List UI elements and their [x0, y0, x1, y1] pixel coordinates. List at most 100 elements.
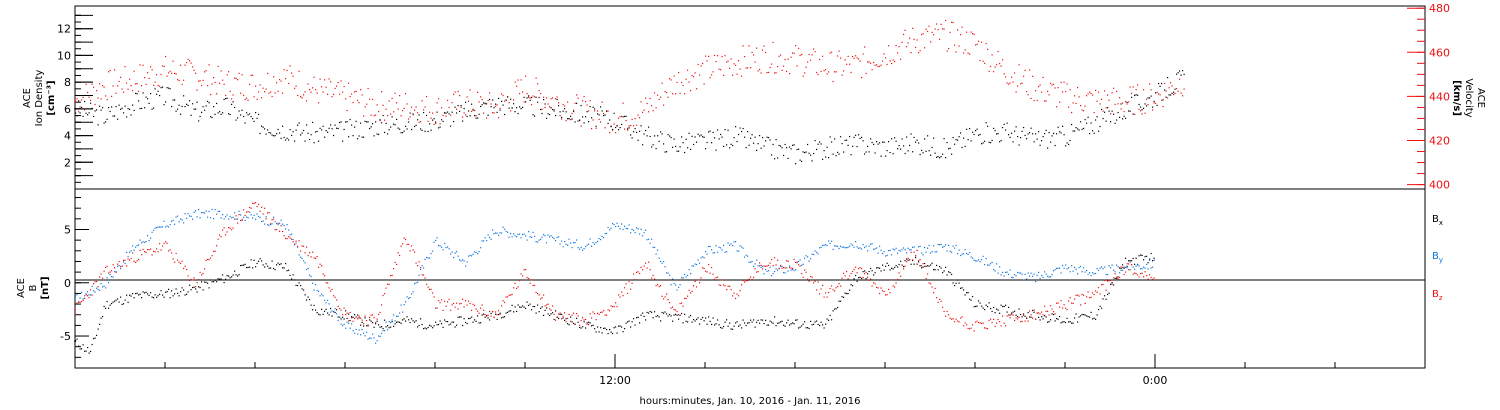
bx-point — [823, 327, 825, 329]
density-point — [105, 121, 107, 123]
bx-point — [537, 304, 539, 306]
bx-point — [441, 323, 443, 325]
bx-point — [691, 321, 693, 323]
bx-point — [496, 318, 498, 321]
bx-point — [247, 266, 249, 269]
bx-point — [1089, 316, 1091, 318]
by-point — [315, 284, 317, 286]
bz-point — [852, 270, 854, 273]
velocity-point — [786, 70, 788, 73]
bx-point — [126, 294, 128, 296]
by-point — [93, 290, 95, 292]
density-point — [487, 114, 489, 116]
by-point — [439, 245, 441, 247]
bz-point — [390, 274, 392, 277]
bx-point — [483, 313, 485, 315]
bz-point — [210, 257, 212, 259]
bx-point — [945, 266, 947, 268]
by-point — [295, 242, 297, 244]
bx-point — [789, 324, 791, 326]
bx-point — [811, 324, 813, 326]
bx-point — [667, 315, 669, 317]
velocity-point — [693, 76, 695, 78]
bx-point — [268, 267, 270, 269]
density-point — [924, 138, 926, 140]
bz-point — [490, 315, 492, 317]
bz-point — [1116, 276, 1118, 278]
by-point — [91, 285, 93, 287]
bx-point — [130, 295, 132, 297]
by-point — [538, 239, 540, 241]
velocity-point — [1015, 91, 1017, 93]
density-point — [897, 148, 899, 150]
by-point — [982, 255, 984, 257]
bz-point — [721, 279, 723, 281]
density-point — [639, 130, 641, 132]
velocity-point — [918, 52, 920, 54]
density-point — [850, 154, 852, 156]
bz-point — [777, 259, 779, 261]
velocity-point — [694, 72, 696, 74]
bx-point — [183, 289, 185, 291]
velocity-point — [652, 110, 654, 112]
density-point — [493, 107, 495, 109]
bx-point — [873, 274, 875, 276]
density-point — [1116, 119, 1118, 121]
bx-point — [693, 319, 695, 321]
bx-point — [1020, 313, 1022, 316]
bz-point — [760, 264, 762, 267]
bx-point — [756, 321, 758, 323]
density-point — [769, 139, 771, 141]
bx-point — [1038, 316, 1040, 319]
by-point — [1014, 274, 1016, 276]
velocity-point — [1071, 111, 1073, 114]
bz-point — [1098, 287, 1100, 289]
density-point — [81, 106, 83, 109]
bz-point — [868, 279, 870, 281]
velocity-point — [724, 55, 726, 57]
by-point — [544, 235, 546, 237]
by-point — [694, 263, 696, 265]
velocity-point — [454, 91, 456, 93]
density-point — [357, 138, 359, 140]
density-point — [571, 118, 573, 120]
by-point — [420, 268, 422, 271]
velocity-point — [339, 93, 341, 95]
by-point — [331, 310, 333, 312]
by-point — [786, 267, 788, 269]
density-point — [558, 105, 560, 107]
density-point — [166, 87, 168, 89]
bx-point — [291, 278, 293, 280]
bz-point — [684, 297, 686, 300]
bx-point — [322, 313, 324, 315]
velocity-point — [574, 102, 576, 104]
velocity-point — [426, 95, 428, 98]
bz-point — [250, 207, 252, 209]
bz-point — [664, 296, 666, 298]
bx-point — [655, 315, 657, 318]
bz-point — [1042, 314, 1044, 316]
bz-point — [423, 274, 425, 276]
density-point — [609, 119, 611, 121]
by-point — [106, 277, 108, 279]
bz-point — [222, 229, 224, 231]
by-point — [1147, 268, 1149, 270]
bx-point — [258, 260, 260, 262]
by-point — [649, 242, 651, 244]
velocity-point — [898, 46, 900, 48]
by-point — [823, 244, 825, 246]
velocity-point — [1105, 107, 1107, 109]
velocity-point — [525, 75, 527, 77]
by-point — [264, 223, 266, 225]
density-point — [250, 115, 252, 118]
by-point — [1111, 264, 1113, 266]
velocity-point — [718, 68, 720, 70]
bx-point — [1069, 321, 1071, 323]
by-point — [928, 244, 930, 247]
density-point — [1114, 122, 1116, 124]
bz-point — [256, 205, 258, 208]
bx-point — [156, 296, 158, 298]
by-point — [397, 315, 399, 317]
density-point — [505, 99, 507, 101]
bz-point — [1111, 283, 1113, 285]
